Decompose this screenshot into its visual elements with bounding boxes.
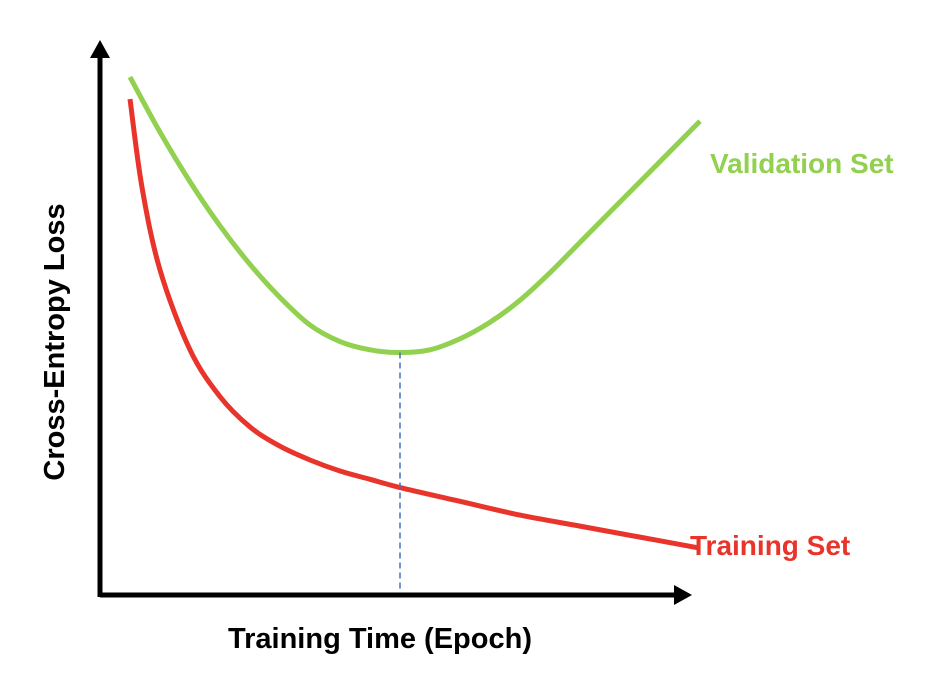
training-series-line: [127, 98, 701, 551]
y-axis-arrowhead: [90, 40, 110, 58]
x-axis-arrowhead: [674, 585, 692, 605]
y-axis-title: Cross-Entropy Loss: [39, 203, 71, 480]
validation-series-label: Validation Set: [710, 148, 894, 179]
validation-series-line: [127, 75, 702, 356]
series-layer: [127, 75, 702, 551]
training-series-label: Training Set: [690, 530, 850, 561]
x-axis-title: Training Time (Epoch): [228, 623, 532, 655]
